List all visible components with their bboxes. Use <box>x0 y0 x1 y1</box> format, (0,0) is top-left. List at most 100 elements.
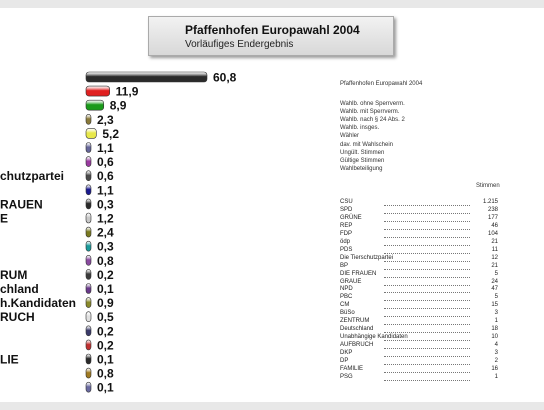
bar-20 <box>85 353 92 365</box>
bar-value-label: 0,2 <box>97 338 114 352</box>
bar-value-label: 0,3 <box>97 240 114 254</box>
party-votes: 21 <box>491 262 498 269</box>
party-votes: 3 <box>494 310 498 317</box>
party-name: FAMILIE <box>340 365 364 372</box>
party-votes: 5 <box>494 270 498 277</box>
bar-6 <box>85 156 92 167</box>
bar-9 <box>85 198 92 210</box>
chart-subtitle: Vorläufiges Endergebnis <box>185 39 294 50</box>
bar-value-label: 2,4 <box>97 226 114 240</box>
dot-leader <box>384 302 470 310</box>
bar-value-label: 1,2 <box>97 212 114 226</box>
party-votes: 4 <box>494 342 498 349</box>
bar-14 <box>85 269 92 280</box>
party-name: DKP <box>340 350 353 357</box>
bar-3 <box>85 114 92 125</box>
party-name: PSG <box>340 373 353 380</box>
bar-value-label: 0,6 <box>97 155 114 169</box>
bar-value-label: 60,8 <box>213 71 237 85</box>
category-label: chland <box>0 282 39 296</box>
party-votes: 47 <box>491 286 498 293</box>
party-name: ZENTRUM <box>340 318 370 325</box>
bar-value-label: 0,8 <box>97 367 114 381</box>
party-name: PBC <box>340 294 353 301</box>
dot-leader <box>384 318 470 326</box>
bar-15 <box>85 283 92 294</box>
dot-leader <box>384 255 470 262</box>
bar-22 <box>85 381 92 393</box>
party-name: Deutschland <box>340 326 374 333</box>
bar-18 <box>85 325 92 337</box>
party-name: FDP <box>340 230 352 237</box>
bar-value-label: 0,5 <box>97 310 114 324</box>
info-panel: Pfaffenhofen Europawahl 2004 Wahlb. ohne… <box>336 0 544 402</box>
dot-leader <box>384 294 470 302</box>
title-box: Pfaffenhofen Europawahl 2004 Vorläufiges… <box>148 16 394 56</box>
party-votes: 104 <box>487 230 498 237</box>
party-name: NPD <box>340 286 353 293</box>
dot-leader <box>384 279 470 286</box>
dot-leader <box>384 263 470 270</box>
dot-leader <box>384 374 470 381</box>
info-label: Wahlbeteiligung <box>340 166 383 172</box>
dot-leader <box>384 326 470 334</box>
party-name: CM <box>340 302 350 309</box>
bar-value-label: 0,6 <box>97 169 114 183</box>
bar-13 <box>85 255 92 266</box>
votes-column-header: Stimmen <box>476 183 500 189</box>
party-votes: 21 <box>491 238 498 245</box>
bar-7 <box>85 170 92 181</box>
party-name: GRAUE <box>340 278 362 285</box>
bar-value-label: 0,9 <box>97 296 114 310</box>
category-label: RAUEN <box>0 197 43 211</box>
party-name: Die Tierschutzpartei <box>340 254 394 261</box>
party-name: SPD <box>340 206 353 213</box>
category-label: RUCH <box>0 310 35 324</box>
party-votes: 3 <box>494 350 498 357</box>
bar-16 <box>85 297 92 308</box>
party-name: ödp <box>340 238 351 245</box>
category-label: LIE <box>0 353 19 367</box>
category-label: chutzpartei <box>0 169 64 183</box>
party-name: CSU <box>340 199 353 205</box>
party-votes: 12 <box>491 254 498 261</box>
bar-value-label: 0,1 <box>97 381 114 395</box>
bar-8 <box>85 184 92 196</box>
bar-value-label: 0,2 <box>97 324 114 338</box>
party-votes: 238 <box>487 206 498 213</box>
party-name: AUFBRUCH <box>340 342 374 349</box>
dot-leader <box>384 342 470 350</box>
bar-value-label: 8,9 <box>110 99 127 113</box>
party-votes: 5 <box>494 294 498 301</box>
bar-value-label: 11,9 <box>116 85 139 99</box>
category-label: E <box>0 212 8 226</box>
bar-21 <box>85 367 92 379</box>
info-label: Wahlb. insges. <box>340 125 380 131</box>
party-name: BüSo <box>340 310 355 317</box>
party-name: Unabhängige Kandidaten <box>340 334 408 341</box>
info-label: Wahlb. mit Sperrverm. <box>340 109 400 115</box>
dot-leader <box>384 199 470 206</box>
bar-value-label: 0,8 <box>97 254 114 268</box>
info-label: Gültige Stimmen <box>340 158 385 164</box>
party-votes: 2 <box>494 358 498 364</box>
dot-leader <box>384 247 470 254</box>
chart-title: Pfaffenhofen Europawahl 2004 <box>185 23 360 37</box>
bottom-frame-bar <box>0 402 544 410</box>
dot-leader <box>384 239 470 246</box>
dot-leader <box>384 350 470 358</box>
info-label: Wähler <box>340 133 360 139</box>
bar-value-label: 0,3 <box>97 197 114 211</box>
dot-leader <box>384 231 470 238</box>
category-label: h.Kandidaten <box>0 296 76 310</box>
dot-leader <box>384 207 470 214</box>
dot-leader <box>384 366 470 373</box>
dot-leader <box>384 215 470 222</box>
dot-leader <box>384 334 470 342</box>
info-title: Pfaffenhofen Europawahl 2004 <box>340 81 423 87</box>
bar-value-label: 5,2 <box>102 127 119 141</box>
party-votes: 1.215 <box>482 199 498 205</box>
party-votes: 18 <box>491 326 498 333</box>
bar-value-label: 0,1 <box>97 353 114 367</box>
bar-12 <box>85 240 92 252</box>
